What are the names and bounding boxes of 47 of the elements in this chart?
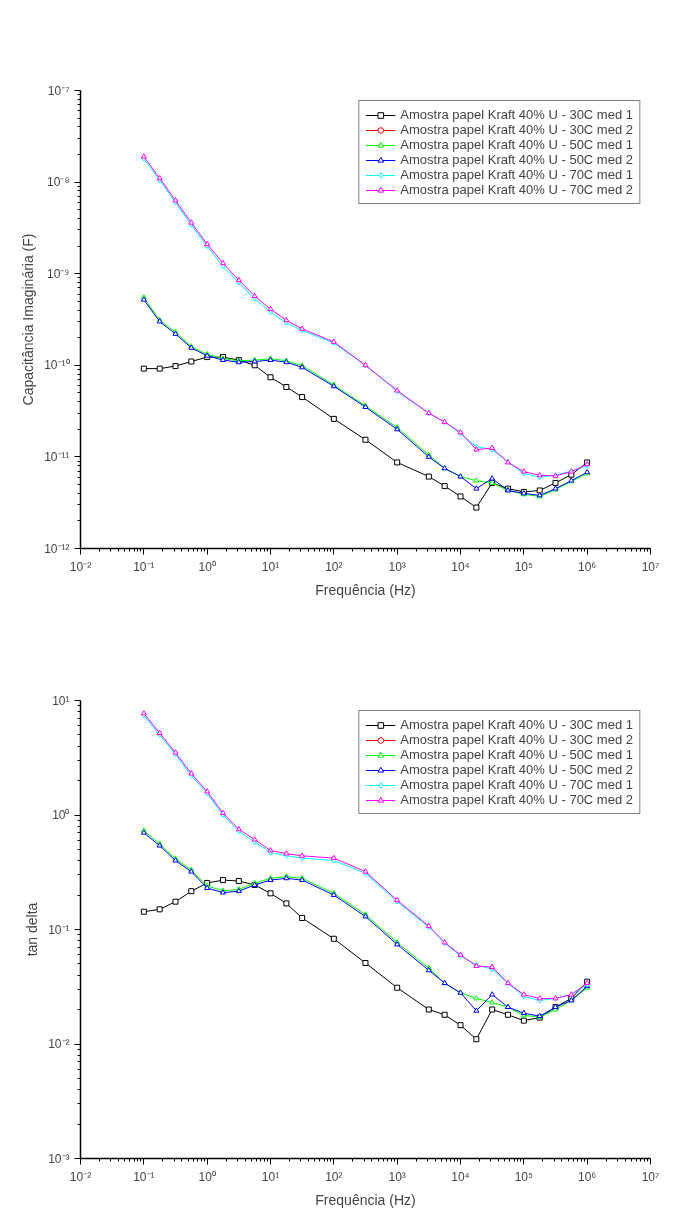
- x-tick-label: 10¹: [261, 559, 280, 574]
- x-axis-title: Frequência (Hz): [315, 581, 416, 598]
- y-tick-label: 10⁻³: [48, 1151, 70, 1166]
- x-tick-label: 10⁻²: [69, 559, 92, 574]
- x-tick-label: 10⁷: [641, 559, 660, 574]
- legend-label: Amostra papel Kraft 40% U - 70C med 2: [400, 792, 633, 807]
- y-axis-title: Capacitância Imaginária (F): [20, 233, 37, 406]
- y-tick-label: 10⁻⁸: [47, 175, 70, 190]
- y-tick-label: 10⁻¹⁰: [44, 358, 70, 373]
- x-tick-label: 10⁶: [578, 559, 597, 574]
- x-axis-title: Frequência (Hz): [315, 1191, 416, 1208]
- y-tick-label: 10⁻⁹: [47, 266, 70, 281]
- legend-label: Amostra papel Kraft 40% U - 50C med 1: [400, 137, 633, 152]
- x-tick-label: 10⁴: [451, 559, 470, 574]
- x-tick-label: 10⁻²: [69, 1169, 92, 1184]
- x-tick-label: 10⁰: [198, 1169, 216, 1184]
- legend-label: Amostra papel Kraft 40% U - 50C med 2: [400, 152, 633, 167]
- x-tick-label: 10⁻¹: [133, 559, 155, 574]
- x-tick-label: 10⁵: [514, 559, 534, 574]
- legend-label: Amostra papel Kraft 40% U - 50C med 2: [400, 762, 633, 777]
- legend-label: Amostra papel Kraft 40% U - 30C med 1: [400, 717, 633, 732]
- y-tick-label: 10⁻¹²: [44, 541, 70, 556]
- x-tick-label: 10³: [388, 559, 406, 574]
- legend-label: Amostra papel Kraft 40% U - 30C med 2: [400, 732, 633, 747]
- x-tick-label: 10³: [388, 1169, 406, 1184]
- legend-label: Amostra papel Kraft 40% U - 30C med 1: [400, 107, 633, 122]
- legend-label: Amostra papel Kraft 40% U - 30C med 2: [400, 122, 633, 137]
- x-tick-label: 10⁰: [198, 559, 216, 574]
- legend-label: Amostra papel Kraft 40% U - 70C med 1: [400, 777, 633, 792]
- legend-label: Amostra papel Kraft 40% U - 50C med 1: [400, 747, 633, 762]
- x-tick-label: 10⁵: [514, 1169, 534, 1184]
- x-tick-label: 10⁶: [578, 1169, 597, 1184]
- legend-label: Amostra papel Kraft 40% U - 70C med 1: [400, 167, 633, 182]
- y-tick-label: 10⁰: [52, 808, 70, 822]
- x-tick-label: 10²: [325, 559, 343, 574]
- y-tick-label: 10⁻²: [48, 1037, 70, 1051]
- y-tick-label: 10⁻¹: [48, 922, 70, 937]
- x-tick-label: 10⁻¹: [133, 1169, 155, 1184]
- x-tick-label: 10⁴: [451, 1169, 470, 1184]
- x-tick-label: 10⁷: [641, 1169, 660, 1184]
- y-tick-label: 10¹: [52, 693, 70, 708]
- y-tick-label: 10⁻⁷: [47, 83, 70, 98]
- y-tick-label: 10⁻¹¹: [44, 449, 70, 464]
- y-axis-title: tan delta: [24, 902, 41, 957]
- legend-label: Amostra papel Kraft 40% U - 70C med 2: [400, 182, 633, 197]
- x-tick-label: 10²: [325, 1169, 343, 1184]
- x-tick-label: 10¹: [261, 1169, 280, 1184]
